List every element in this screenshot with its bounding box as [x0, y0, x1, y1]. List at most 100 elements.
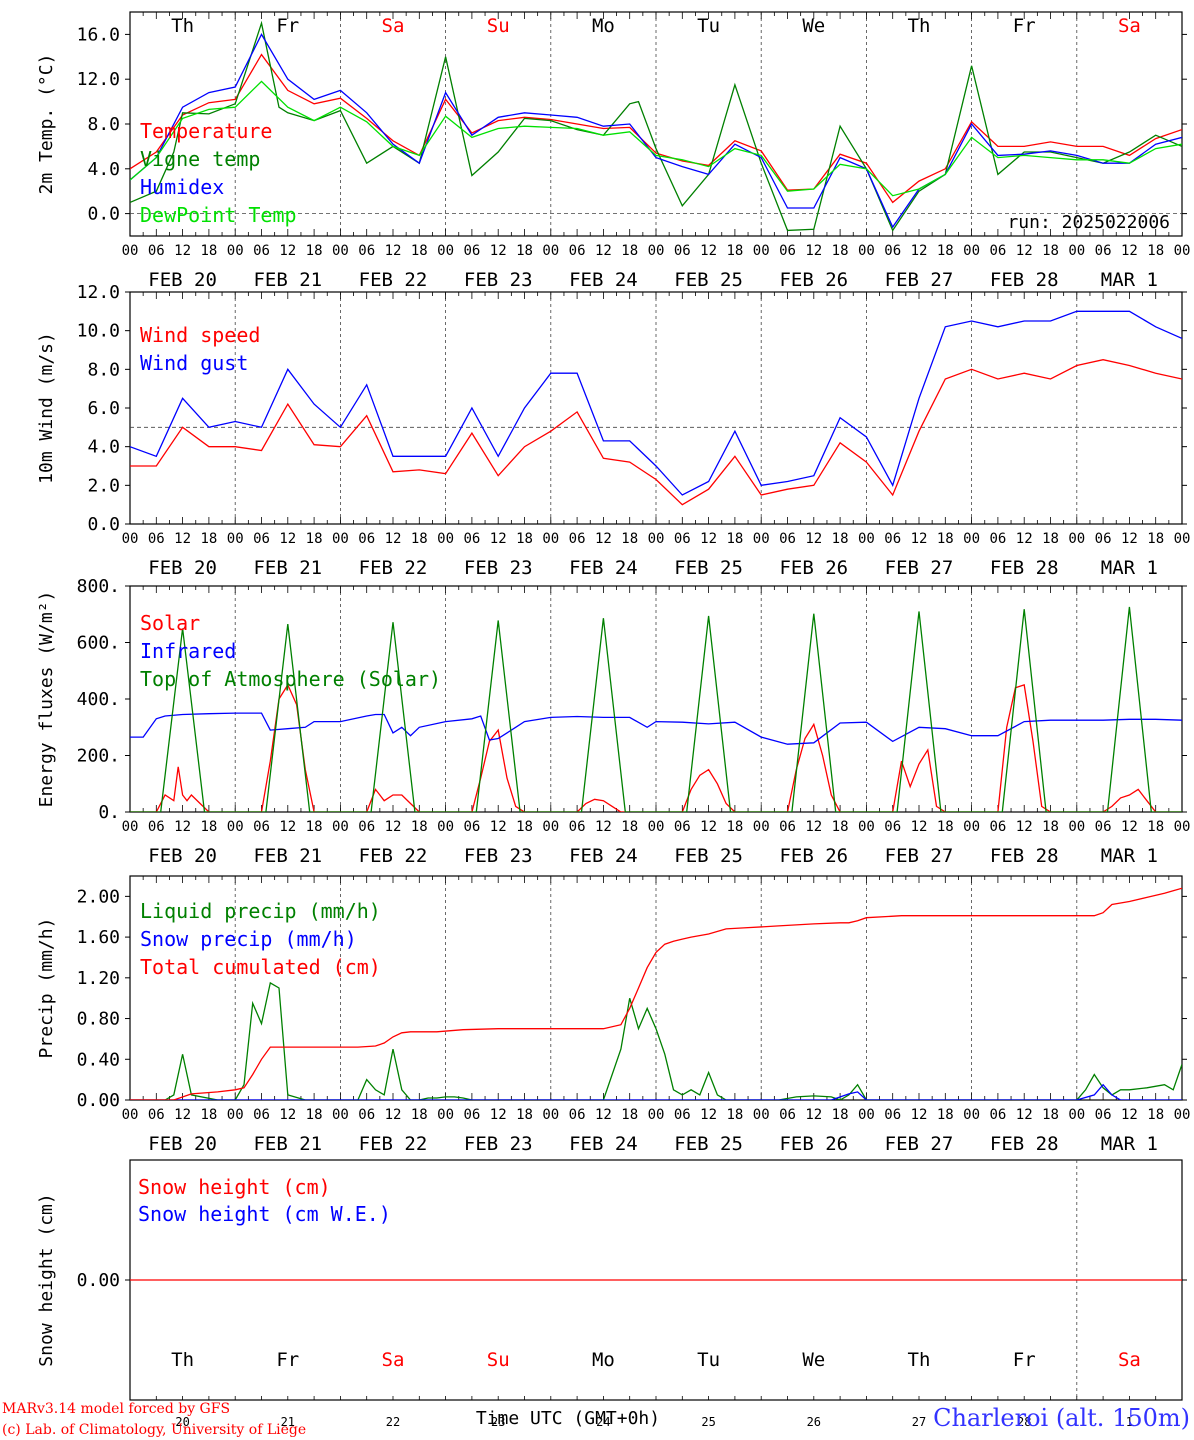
day-number-label: 23: [491, 1415, 505, 1429]
hour-label: 06: [463, 819, 480, 835]
hour-label: 12: [279, 819, 296, 835]
day-abbr-label: We: [802, 15, 825, 37]
series-line-green: [130, 981, 1182, 1100]
y-tick-label: 400.: [77, 689, 120, 710]
hour-label: 00: [858, 819, 875, 835]
hour-label: 06: [569, 531, 586, 547]
hour-label: 06: [884, 1107, 901, 1123]
hour-label: 12: [174, 243, 191, 259]
hour-label: 12: [174, 531, 191, 547]
hour-label: 12: [385, 1107, 402, 1123]
day-number-label: 1: [1126, 1415, 1133, 1429]
hour-label: 18: [411, 819, 428, 835]
y-tick-label: 2.00: [77, 886, 120, 907]
hour-label: 18: [1147, 531, 1164, 547]
hour-label: 00: [332, 1107, 349, 1123]
hour-label: 12: [1016, 531, 1033, 547]
date-label: MAR 1: [1101, 845, 1158, 867]
hour-label: 06: [1095, 819, 1112, 835]
hour-label: 12: [279, 243, 296, 259]
hour-label: 12: [385, 531, 402, 547]
day-number-label: 26: [807, 1415, 821, 1429]
day-abbr-label: Fr: [276, 1349, 299, 1371]
legend-entry: Snow height (cm): [138, 1175, 331, 1199]
hour-label: 18: [516, 243, 533, 259]
hour-label: 00: [227, 243, 244, 259]
y-tick-label: 200.: [77, 746, 120, 767]
hour-label: 00: [122, 531, 139, 547]
hour-label: 12: [1121, 531, 1138, 547]
hour-label: 18: [621, 531, 638, 547]
hour-label: 06: [463, 243, 480, 259]
date-label: FEB 28: [990, 845, 1059, 867]
hour-label: 12: [700, 243, 717, 259]
hour-label: 18: [200, 531, 217, 547]
hour-label: 18: [832, 819, 849, 835]
y-tick-label: 4.0: [87, 159, 120, 180]
series-line-red: [130, 887, 1182, 1100]
legend-entry: Liquid precip (mm/h): [140, 899, 381, 923]
hour-label: 06: [1095, 531, 1112, 547]
y-axis-label: 10m Wind (m/s): [36, 332, 57, 484]
hour-label: 00: [1068, 1107, 1085, 1123]
hour-label: 06: [674, 243, 691, 259]
hour-label: 06: [1095, 1107, 1112, 1123]
y-axis-label: Precip (mm/h): [36, 918, 57, 1059]
y-tick-label: 600.: [77, 633, 120, 654]
date-label: FEB 27: [885, 269, 954, 291]
date-label: FEB 20: [148, 269, 217, 291]
y-tick-label: 6.0: [87, 398, 120, 419]
date-label: FEB 20: [148, 557, 217, 579]
hour-label: 00: [227, 531, 244, 547]
hour-label: 12: [595, 819, 612, 835]
hour-label: 12: [279, 531, 296, 547]
legend-entry: Snow precip (mm/h): [140, 927, 357, 951]
date-label: FEB 20: [148, 1133, 217, 1155]
legend-entry: Temperature: [140, 119, 272, 143]
date-label: FEB 21: [253, 845, 322, 867]
date-label: FEB 23: [464, 269, 533, 291]
hour-label: 00: [858, 1107, 875, 1123]
hour-label: 06: [884, 531, 901, 547]
y-axis-label: Energy fluxes (W/m²): [36, 591, 57, 808]
y-tick-label: 1.60: [77, 927, 120, 948]
date-label: MAR 1: [1101, 557, 1158, 579]
day-number-label: 28: [1017, 1415, 1031, 1429]
hour-label: 18: [726, 531, 743, 547]
series-line-red: [130, 359, 1182, 506]
hour-label: 18: [200, 1107, 217, 1123]
hour-label: 18: [1042, 1107, 1059, 1123]
date-label: FEB 26: [779, 1133, 848, 1155]
y-tick-label: 16.0: [77, 24, 120, 45]
date-label: FEB 27: [885, 845, 954, 867]
hour-label: 00: [963, 1107, 980, 1123]
y-tick-label: 8.0: [87, 359, 120, 380]
hour-label: 06: [358, 243, 375, 259]
hour-label: 00: [753, 819, 770, 835]
hour-label: 12: [490, 819, 507, 835]
day-abbr-label: Th: [908, 15, 931, 37]
date-label: FEB 27: [885, 557, 954, 579]
hour-label: 12: [595, 1107, 612, 1123]
hour-label: 00: [437, 1107, 454, 1123]
date-label: FEB 24: [569, 1133, 638, 1155]
date-label: FEB 23: [464, 1133, 533, 1155]
day-abbr-label: Sa: [1118, 15, 1141, 37]
hour-label: 06: [989, 243, 1006, 259]
hour-label: 18: [937, 819, 954, 835]
date-label: FEB 28: [990, 269, 1059, 291]
hour-label: 12: [911, 243, 928, 259]
day-abbr-label: Sa: [1118, 1349, 1141, 1371]
hour-label: 06: [989, 819, 1006, 835]
hour-label: 06: [569, 1107, 586, 1123]
hour-label: 18: [832, 243, 849, 259]
date-label: FEB 28: [990, 557, 1059, 579]
hour-label: 00: [1068, 243, 1085, 259]
y-tick-label: 0.80: [77, 1009, 120, 1030]
hour-label: 00: [1174, 243, 1191, 259]
date-label: FEB 25: [674, 557, 743, 579]
hour-label: 00: [542, 1107, 559, 1123]
model-credit: MARv3.14 model forced by GFS: [2, 1401, 230, 1417]
day-abbr-label: Th: [171, 15, 194, 37]
